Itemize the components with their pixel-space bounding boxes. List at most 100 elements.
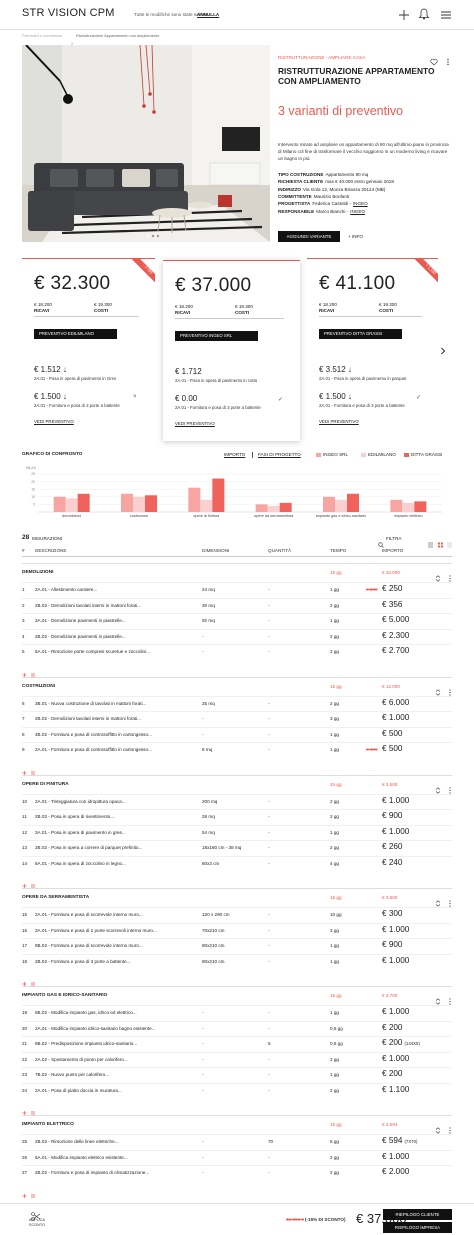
column-header[interactable]: TEMPO xyxy=(330,548,347,553)
column-header[interactable]: QUANTITÀ xyxy=(268,548,292,553)
menu-icon[interactable] xyxy=(440,8,452,20)
reorder-icon[interactable] xyxy=(435,1121,441,1134)
item-status-icon[interactable]: ✓ xyxy=(416,395,422,401)
more-icon[interactable] xyxy=(448,894,452,907)
variant-card[interactable]: € 37.000 € 18.200 RICAVI € 19.300 COSTI PREVE… xyxy=(163,260,300,441)
row-description[interactable]: 4B.02 - Fornitura e posa di controsoffit… xyxy=(35,731,152,737)
view-quote-link[interactable]: VEDI PREVENTIVO xyxy=(175,421,215,426)
more-icon[interactable] xyxy=(448,569,452,582)
chart-tab[interactable]: FASI DI PROGETTO xyxy=(258,452,301,457)
row-dimensions: 6 mq xyxy=(202,747,213,752)
graphic-path xyxy=(428,542,433,548)
view-quote-link[interactable]: VEDI PREVENTIVO xyxy=(319,419,359,424)
row-description[interactable]: 2A.02 - Spostamento di punto per calorif… xyxy=(35,1056,128,1062)
row-description[interactable]: 2B.02 - Posa in opera di rivestimento... xyxy=(35,814,115,819)
row-description[interactable]: 2B.02 - Demolizioni tavolati interni in … xyxy=(35,716,141,721)
add-icon[interactable] xyxy=(398,8,410,20)
row-description[interactable]: 8A.01 - Posa in opera di zoccolino in le… xyxy=(35,860,126,866)
detail-link[interactable]: INGEO xyxy=(352,201,368,207)
reorder-icon[interactable] xyxy=(435,569,441,582)
row-description[interactable]: 2A.01 - Posa di piatto doccia in muratur… xyxy=(35,1087,122,1093)
notifications-icon[interactable] xyxy=(418,7,430,20)
row-description[interactable]: 5A.01 - Rimozione porte compresi scuretu… xyxy=(35,649,150,654)
item-status-icon[interactable]: ✓ xyxy=(278,397,284,403)
bar xyxy=(65,498,78,512)
discount-icon[interactable] xyxy=(31,1208,41,1221)
variant-card[interactable]: + 1.100 € 41.100 € 18.200 RICAVI € 19.300 COS… xyxy=(307,258,438,437)
add-row-controls[interactable] xyxy=(22,876,40,888)
row-description[interactable]: 9B.02 - Predisposizione impianto idrico-… xyxy=(35,1041,138,1046)
row-description[interactable]: 2B.02 - Fornitura e posa di impianto di … xyxy=(35,1170,150,1175)
row-description[interactable]: 2B.02 - Posa in opera a correre di parqu… xyxy=(35,845,143,850)
next-arrow[interactable] xyxy=(440,342,446,355)
reorder-icon[interactable] xyxy=(435,683,441,696)
view-toggle[interactable] xyxy=(428,535,452,548)
add-variant-button[interactable]: AGGIUNGI VARIANTE xyxy=(278,231,340,242)
column-header[interactable]: DIMENSIONI xyxy=(202,548,230,553)
more-icon[interactable] xyxy=(448,1121,452,1134)
breadcrumb-item[interactable]: Preventivi e commesse xyxy=(22,33,63,38)
item-status-icon[interactable]: × xyxy=(133,394,137,400)
row-amount-cell: € 300 xyxy=(382,909,403,919)
row-quantity: - xyxy=(268,814,270,819)
row-dimensions: 80x210 cm xyxy=(202,958,225,964)
row-description[interactable]: 7B.02 - Nuovo punto per calorifero... xyxy=(35,1072,110,1077)
add-row-controls[interactable] xyxy=(22,1103,40,1115)
more-icon[interactable] xyxy=(448,781,452,794)
row-old-amount: € 300 xyxy=(366,587,378,592)
add-row-controls[interactable] xyxy=(22,665,40,677)
variant-card[interactable]: - 7.700 € 32.300 € 18.200 RICAVI € 19.300 COS… xyxy=(22,258,155,437)
view-quote-link[interactable]: VEDI PREVENTIVO xyxy=(34,419,74,424)
row-description[interactable]: 2B.02 - Rimozione delle linee elettriche… xyxy=(35,1139,119,1144)
company-summary-button[interactable]: RIEPILOGO IMPRESA xyxy=(383,1222,452,1233)
search-icon[interactable] xyxy=(378,535,384,548)
item-description: 2A.01 - Fornitura e posa di 3 porte a ba… xyxy=(34,403,120,408)
column-header[interactable]: DESCRIZIONE xyxy=(35,548,67,553)
more-icon[interactable] xyxy=(448,683,452,696)
variant-button[interactable]: PREVENTIVO INGEO SRL xyxy=(175,331,258,341)
cancel-link[interactable]: ANNULLA xyxy=(197,12,220,17)
reorder-icon[interactable] xyxy=(435,992,441,1005)
apply-discount-button[interactable]: APPLICA SCONTO xyxy=(28,1218,46,1227)
row-time: 1 gg xyxy=(330,731,339,737)
graphic-svg xyxy=(22,770,35,775)
variant-button[interactable]: PREVENTIVO EDILMILANO xyxy=(34,329,117,339)
row-description[interactable]: 3A.01 - Posa in opera di pavimento in gr… xyxy=(35,829,126,835)
row-description[interactable]: 2B.02 - Demolizione pavimenti in piastre… xyxy=(35,633,126,639)
column-header[interactable]: # xyxy=(22,548,25,553)
row-description[interactable]: 2A.01 - Tinteggiatura con idropittura op… xyxy=(35,798,126,804)
chart-tab[interactable]: IMPORTO xyxy=(224,452,246,457)
row-amount-cell: € 1.000 xyxy=(382,956,409,966)
more-icon[interactable] xyxy=(448,992,452,1005)
item-amount: € 1.512 ↓ xyxy=(34,365,67,374)
client-summary-button[interactable]: RIEPILOGO CLIENTE xyxy=(383,1209,452,1220)
detail-link[interactable]: INGEO xyxy=(350,208,365,214)
row-description[interactable]: 3B.01 - Nuova costruzione di tavolati in… xyxy=(35,700,147,706)
row-description[interactable]: 2A.01 - Fornitura e posa di controsoffit… xyxy=(35,747,152,752)
reorder-icon[interactable] xyxy=(435,894,441,907)
row-description[interactable]: 5B.02 - Modifica impianto gas, idrico ed… xyxy=(35,1010,137,1015)
row-description[interactable]: 2A.01 - Fornitura e posa di scorrevole i… xyxy=(35,912,143,917)
graphic-svg xyxy=(399,10,409,20)
row-description[interactable]: 3A.01 - Fornitura e posa di 2 porte scor… xyxy=(35,927,157,933)
divider xyxy=(22,1005,452,1006)
row-description[interactable]: 6A.01 - Modifica impianto elettrico esis… xyxy=(35,1154,128,1160)
more-info-button[interactable]: + INFO xyxy=(348,234,363,239)
more-icon[interactable] xyxy=(446,53,450,66)
variant-button[interactable]: PREVENTIVO DITTA GRASSI xyxy=(319,329,402,339)
column-header[interactable]: IMPORTO xyxy=(382,548,404,553)
row-amount: € 250 xyxy=(382,584,403,593)
add-row-controls[interactable] xyxy=(22,974,40,986)
add-row-controls[interactable] xyxy=(22,1186,40,1198)
row-description[interactable]: 2B.02 - Fornitura e posa di 3 porte a ba… xyxy=(35,958,131,964)
row-description[interactable]: 3A.01 - Demolizione pavimenti in piastre… xyxy=(35,618,126,623)
row-description[interactable]: 2B.02 - Demolizioni tavolati interni in … xyxy=(35,602,141,608)
row-description[interactable]: 2A.01 - Allestimento cantiere... xyxy=(35,587,98,592)
row-quantity: - xyxy=(268,649,270,654)
favorite-icon[interactable] xyxy=(430,53,438,66)
reorder-icon[interactable] xyxy=(435,781,441,794)
row-description[interactable]: 9B.02 - Fornitura e posa di scorrevole i… xyxy=(35,943,143,948)
row-description[interactable]: 2A.01 - Modifica impianto idrico-sanitar… xyxy=(35,1025,156,1031)
filter-button[interactable]: FILTRA xyxy=(386,536,402,541)
add-row-controls[interactable] xyxy=(22,763,40,775)
